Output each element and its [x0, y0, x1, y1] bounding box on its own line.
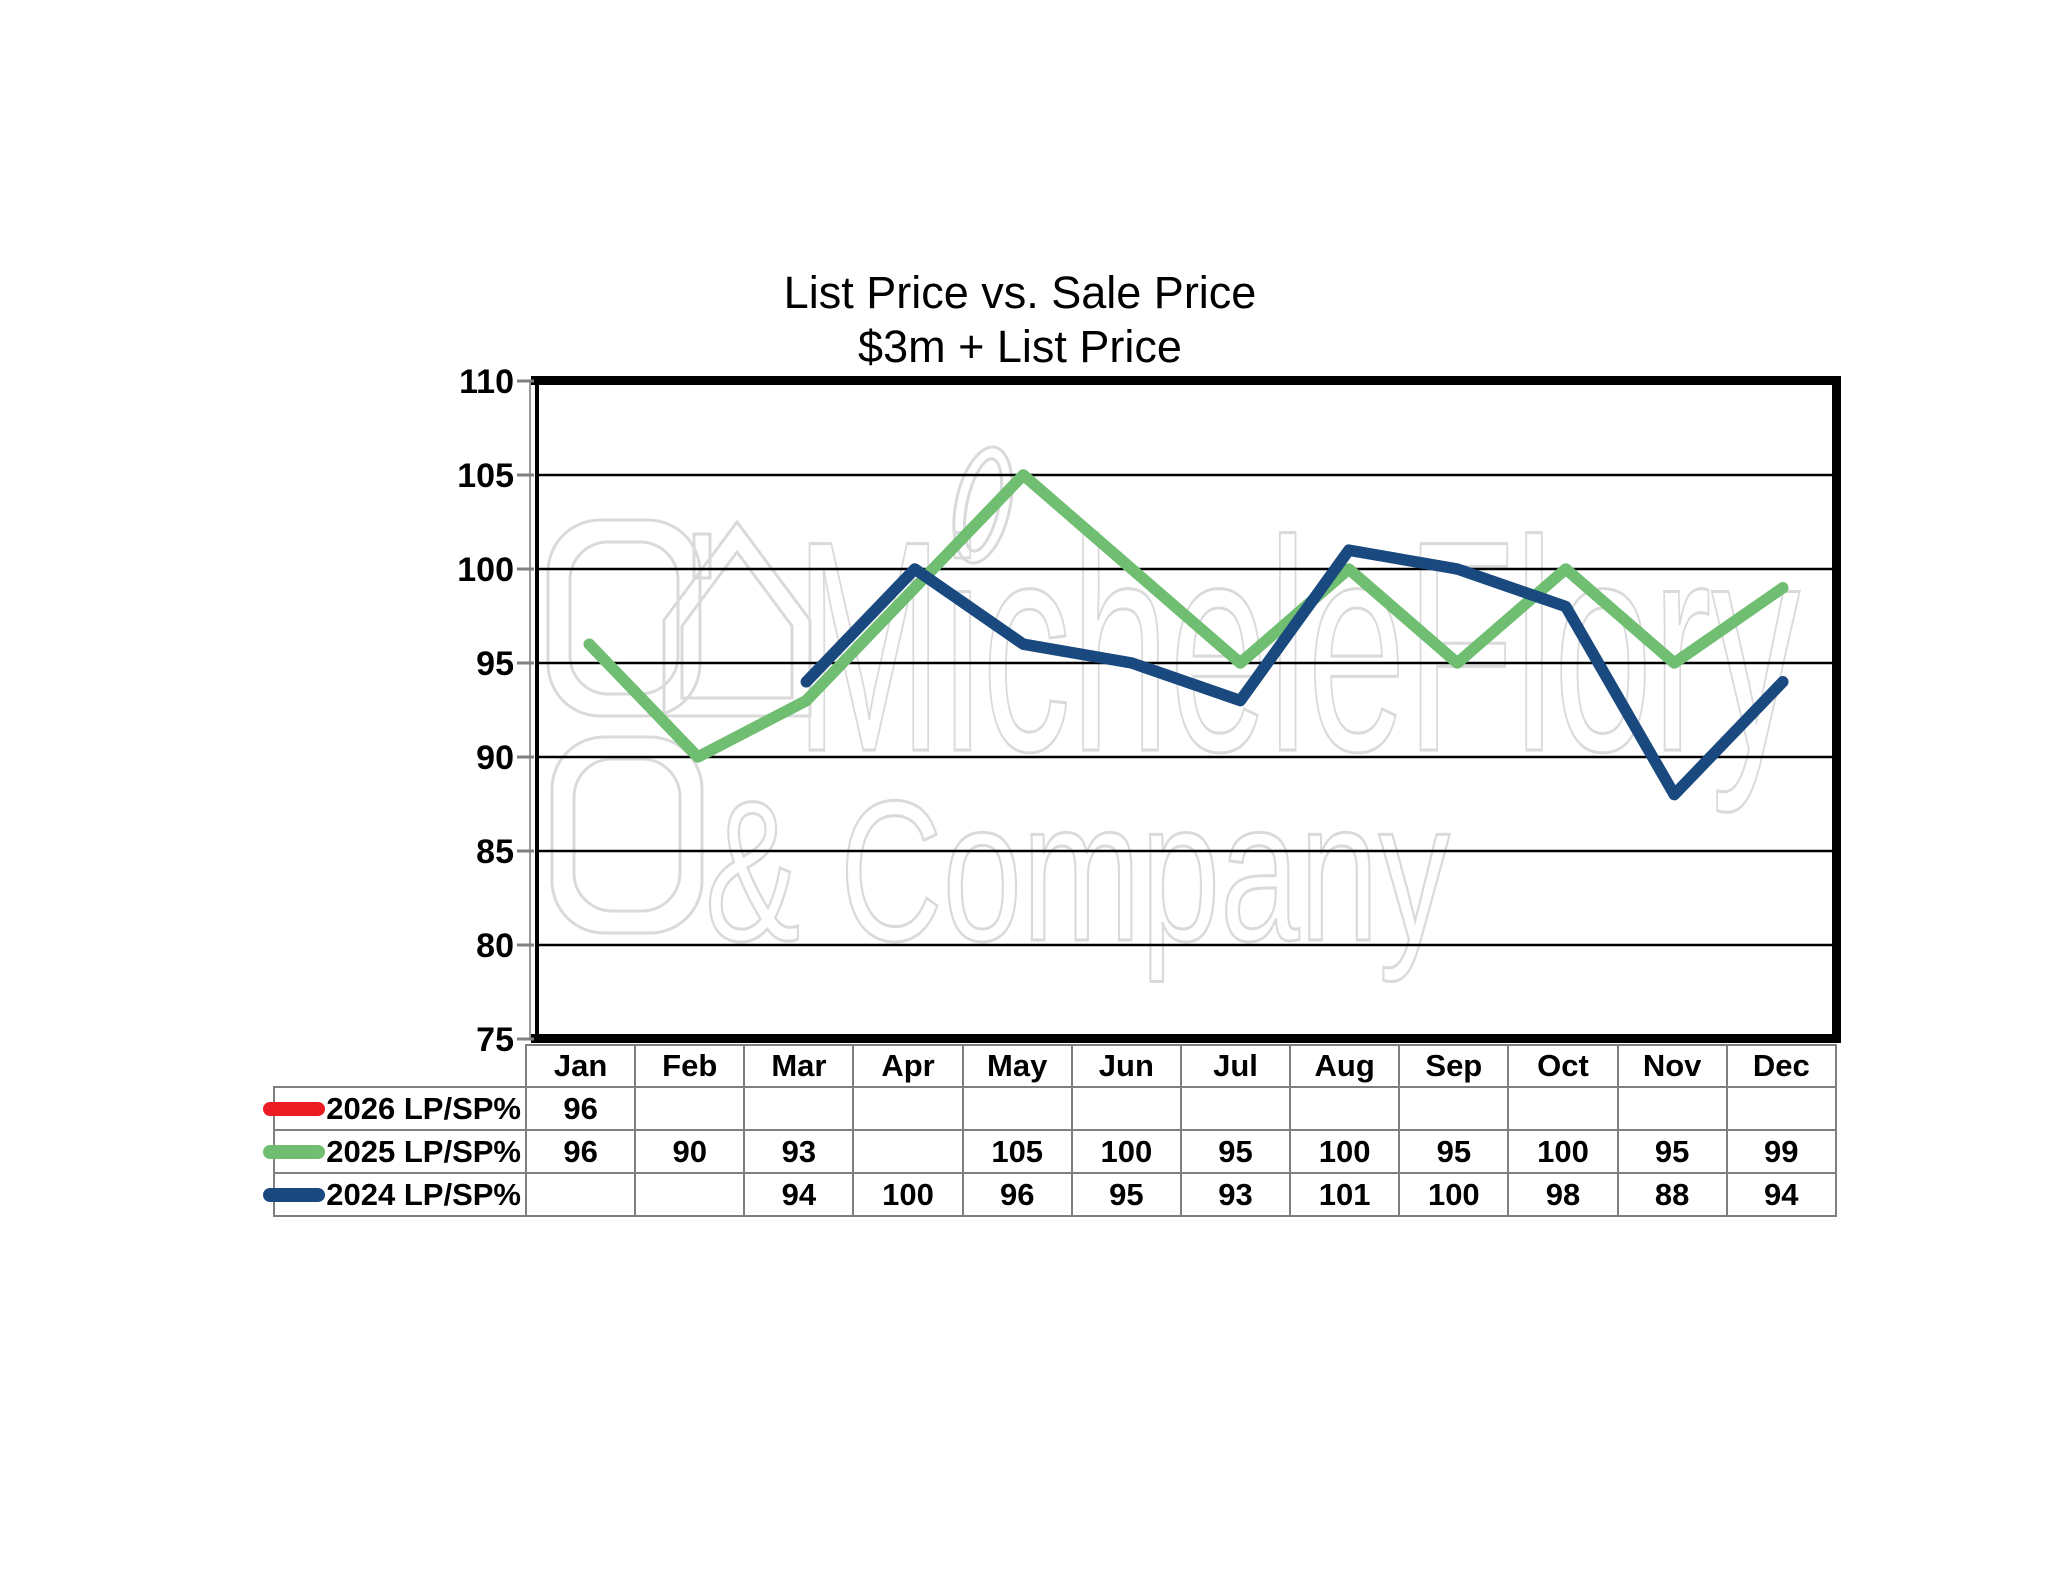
watermark-company-text: & Company — [705, 760, 1450, 983]
value-cell: 96 — [963, 1174, 1073, 1217]
plot-frame — [529, 376, 1841, 1043]
month-header-cell: Feb — [636, 1046, 746, 1088]
value-cell: 96 — [527, 1131, 637, 1174]
value-cell — [1400, 1088, 1510, 1131]
value-cell: 93 — [1181, 1174, 1292, 1217]
watermark-chimney — [692, 532, 712, 580]
value-cell: 96 — [527, 1088, 637, 1131]
value-cell: 95 — [1618, 1131, 1728, 1174]
y-axis-label: 80 — [476, 927, 514, 965]
value-cell: 105 — [963, 1131, 1073, 1174]
watermark-logo-shape — [550, 735, 704, 935]
value-cell: 99 — [1727, 1131, 1837, 1174]
month-header-cell: Oct — [1509, 1046, 1619, 1088]
month-header-cell: Dec — [1727, 1046, 1837, 1088]
value-cell — [854, 1088, 964, 1131]
value-cell: 100 — [1509, 1131, 1619, 1174]
watermark-house-icon — [662, 519, 812, 718]
y-axis-label: 95 — [476, 645, 514, 683]
month-header-cell: Mar — [745, 1046, 855, 1088]
value-cell — [854, 1131, 964, 1174]
month-header-cell: Sep — [1400, 1046, 1510, 1088]
watermark-tree-icon — [952, 445, 1014, 565]
legend-swatch — [263, 1187, 326, 1202]
y-axis-label: 110 — [459, 363, 514, 401]
value-cell: 93 — [745, 1131, 855, 1174]
y-axis-label: 75 — [476, 1021, 514, 1059]
value-cell — [636, 1174, 746, 1217]
value-cell — [1291, 1088, 1401, 1131]
value-cell: 100 — [1400, 1174, 1510, 1217]
value-cell: 100 — [1291, 1131, 1401, 1174]
value-cell: 88 — [1618, 1174, 1728, 1217]
value-cell — [1072, 1088, 1182, 1131]
watermark-logo — [546, 445, 1014, 935]
value-cell: 98 — [1509, 1174, 1619, 1217]
value-cell: 95 — [1181, 1131, 1292, 1174]
value-cell: 95 — [1400, 1131, 1510, 1174]
legend-label: 2025 LP/SP% — [326, 1133, 521, 1169]
month-header-row: Jan Feb Mar Apr May Jun Jul Aug Sep Oct Nov Dec — [525, 1044, 1837, 1088]
value-cell: 95 — [1072, 1174, 1182, 1217]
value-cell — [1727, 1088, 1837, 1131]
value-cell — [745, 1088, 855, 1131]
month-header-cell: Jun — [1072, 1046, 1182, 1088]
month-header-cell: Jul — [1181, 1046, 1292, 1088]
month-header-cell: May — [963, 1046, 1073, 1088]
y-axis-label: 100 — [457, 551, 514, 589]
month-header-cell: Aug — [1291, 1046, 1401, 1088]
watermark-logo-shape — [572, 757, 682, 913]
value-cell — [1509, 1088, 1619, 1131]
watermark: MicheleFlory & Company — [546, 445, 1802, 985]
value-cell: 90 — [636, 1131, 746, 1174]
watermark-logo-shape — [568, 540, 680, 696]
y-axis-label: 85 — [476, 833, 514, 871]
legend-label: 2026 LP/SP% — [326, 1090, 521, 1126]
month-header-cell: Jan — [527, 1046, 637, 1088]
legend-swatch — [263, 1144, 326, 1159]
chart-title: List Price vs. Sale Price $3m + List Pric… — [400, 266, 1640, 374]
y-axis-label: 105 — [457, 457, 514, 495]
value-cell — [1181, 1088, 1292, 1131]
series-line-2024-lp-sp- — [800, 544, 1789, 801]
watermark-logo-shape — [546, 518, 702, 718]
value-cell — [636, 1088, 746, 1131]
legend-row-2024: 2024 LP/SP% — [263, 1174, 527, 1217]
data-table: 2026 LP/SP% 96 2025 LP/SP% 96 90 93 105 100 95 10… — [263, 1086, 1837, 1217]
legend-swatch — [263, 1101, 326, 1116]
series-line-2025-lp-sp- — [583, 469, 1789, 763]
value-cell — [1618, 1088, 1728, 1131]
value-cell: 101 — [1291, 1174, 1401, 1217]
value-cell — [527, 1174, 637, 1217]
chart-title-line1: List Price vs. Sale Price — [783, 267, 1257, 318]
month-header-cell: Apr — [854, 1046, 964, 1088]
chart-title-line2: $3m + List Price — [858, 321, 1182, 372]
y-axis-label: 90 — [476, 739, 514, 777]
value-cell — [963, 1088, 1073, 1131]
value-cell: 100 — [1072, 1131, 1182, 1174]
value-cell: 94 — [1727, 1174, 1837, 1217]
value-cell: 100 — [854, 1174, 964, 1217]
month-header-cell: Nov — [1618, 1046, 1728, 1088]
legend-row-2025: 2025 LP/SP% — [263, 1131, 527, 1174]
legend-label: 2024 LP/SP% — [326, 1176, 521, 1212]
legend-row-2026: 2026 LP/SP% — [263, 1088, 527, 1131]
value-cell: 94 — [745, 1174, 855, 1217]
